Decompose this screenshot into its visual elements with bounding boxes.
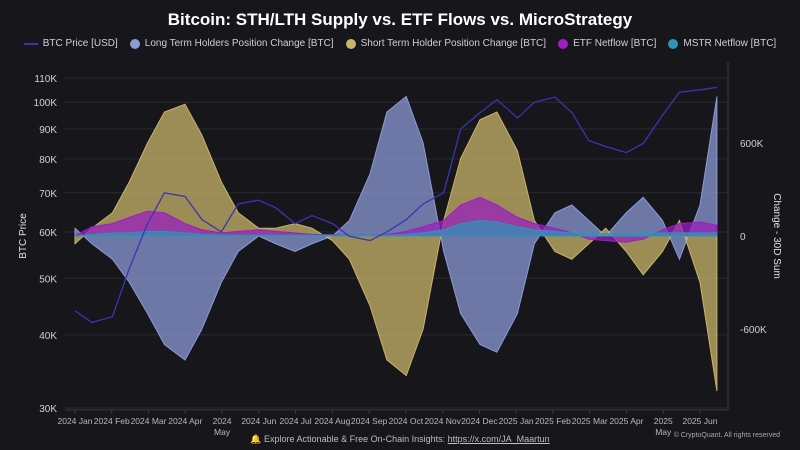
left-tick-label: 60K bbox=[39, 228, 57, 239]
x-tick-label: 2025 Jan bbox=[499, 416, 534, 426]
x-tick-label-line: 2024 bbox=[213, 416, 232, 426]
x-tick-label-line: 2024 Sep bbox=[351, 416, 388, 426]
x-tick-label-line: 2024 Jul bbox=[280, 416, 312, 426]
x-tick-label-line: 2024 Jun bbox=[241, 416, 276, 426]
left-tick-label: 80K bbox=[39, 155, 57, 166]
x-tick-label-line: 2024 Feb bbox=[94, 416, 130, 426]
x-tick-label-line: 2024 Dec bbox=[461, 416, 498, 426]
x-tick-label: 2024 Jun bbox=[241, 416, 276, 426]
x-tick-label: 2024 Feb bbox=[94, 416, 130, 426]
x-tick-label-line: 2024 Nov bbox=[424, 416, 461, 426]
legend: BTC Price [USD] Long Term Holders Positio… bbox=[0, 38, 800, 49]
left-tick-label: 50K bbox=[39, 274, 57, 285]
x-tick-label: 2025 Apr bbox=[609, 416, 643, 426]
legend-label: BTC Price [USD] bbox=[42, 38, 118, 49]
x-tick-label: 2024 Aug bbox=[314, 416, 350, 426]
left-tick-label: 110K bbox=[34, 74, 57, 85]
x-tick-label: 2025 Jun bbox=[683, 416, 718, 426]
x-tick-label: 2024 Mar bbox=[131, 416, 167, 426]
area-mstr bbox=[74, 219, 718, 237]
copyright: © CryptoQuant. All rights reserved bbox=[673, 432, 780, 439]
x-tick-label-line: 2025 Mar bbox=[572, 416, 608, 426]
x-tick-label: 2024 Dec bbox=[461, 416, 498, 426]
btc-price-line bbox=[74, 86, 718, 324]
x-tick-label: 2024 Oct bbox=[389, 416, 424, 426]
left-axis-title: BTC Price bbox=[18, 213, 29, 259]
x-tick-label: 2024 Apr bbox=[168, 416, 202, 426]
legend-label: Short Term Holder Position Change [BTC] bbox=[360, 38, 547, 49]
footer-text: Explore Actionable & Free On-Chain Insig… bbox=[264, 434, 448, 444]
circle-swatch-icon bbox=[668, 38, 679, 49]
footer: 🔔 Explore Actionable & Free On-Chain Ins… bbox=[0, 434, 800, 445]
x-tick-label: 2025 Feb bbox=[535, 416, 571, 426]
legend-item[interactable]: ETF Netflow [BTC] bbox=[558, 38, 656, 49]
x-tick-label: 2024 May bbox=[213, 416, 232, 437]
x-tick-label-line: May bbox=[655, 427, 672, 437]
right-tick-label: 600K bbox=[740, 139, 764, 150]
area-short bbox=[74, 103, 718, 392]
circle-swatch-icon bbox=[558, 38, 569, 49]
x-tick-label-line: 2024 Mar bbox=[131, 416, 167, 426]
line-swatch-icon bbox=[23, 42, 38, 45]
area-etf bbox=[74, 196, 718, 243]
x-tick-label-line: 2025 Jan bbox=[499, 416, 534, 426]
circle-swatch-icon bbox=[129, 38, 140, 49]
x-tick-label-line: 2025 Feb bbox=[535, 416, 571, 426]
legend-item[interactable]: Long Term Holders Position Change [BTC] bbox=[129, 38, 334, 49]
left-tick-label: 70K bbox=[39, 189, 57, 200]
right-axis-title: Change - 30D Sum bbox=[771, 193, 782, 279]
legend-item[interactable]: MSTR Netflow [BTC] bbox=[668, 38, 776, 49]
right-tick-label: 0 bbox=[740, 232, 746, 243]
legend-item[interactable]: Short Term Holder Position Change [BTC] bbox=[345, 38, 547, 49]
left-tick-label: 40K bbox=[39, 331, 57, 342]
right-tick-label: -600K bbox=[740, 325, 767, 336]
x-tick-label-line: 2024 Apr bbox=[168, 416, 202, 426]
left-tick-label: 100K bbox=[34, 98, 58, 109]
x-tick-label: 2024 Nov bbox=[424, 416, 461, 426]
x-tick-label: 2024 Sep bbox=[351, 416, 388, 426]
x-tick-label-line: 2024 Oct bbox=[389, 416, 424, 426]
legend-label: MSTR Netflow [BTC] bbox=[683, 38, 777, 49]
x-tick-label-line: 2024 Aug bbox=[314, 416, 350, 426]
x-tick-label-line: May bbox=[214, 427, 231, 437]
legend-label: ETF Netflow [BTC] bbox=[573, 38, 657, 49]
x-tick-label: 2025 May bbox=[654, 416, 673, 437]
left-tick-label: 90K bbox=[39, 125, 57, 136]
left-tick-label: 30K bbox=[39, 404, 57, 415]
x-tick-label-line: 2025 Jun bbox=[683, 416, 718, 426]
chart-title: Bitcoin: STH/LTH Supply vs. ETF Flows vs… bbox=[167, 10, 633, 29]
legend-item[interactable]: BTC Price [USD] bbox=[23, 38, 118, 49]
x-tick-label: 2024 Jan bbox=[58, 416, 93, 426]
x-tick-label: 2025 Mar bbox=[572, 416, 608, 426]
x-tick-label: 2024 Jul bbox=[280, 416, 312, 426]
bell-icon: 🔔 bbox=[250, 434, 262, 444]
circle-swatch-icon bbox=[345, 38, 356, 49]
footer-link[interactable]: https://x.com/JA_Maartun bbox=[447, 434, 550, 444]
x-tick-label-line: 2025 bbox=[654, 416, 673, 426]
x-tick-label-line: 2024 Jan bbox=[58, 416, 93, 426]
legend-label: Long Term Holders Position Change [BTC] bbox=[144, 38, 334, 49]
x-tick-label-line: 2025 Apr bbox=[609, 416, 643, 426]
area-long bbox=[74, 95, 718, 361]
